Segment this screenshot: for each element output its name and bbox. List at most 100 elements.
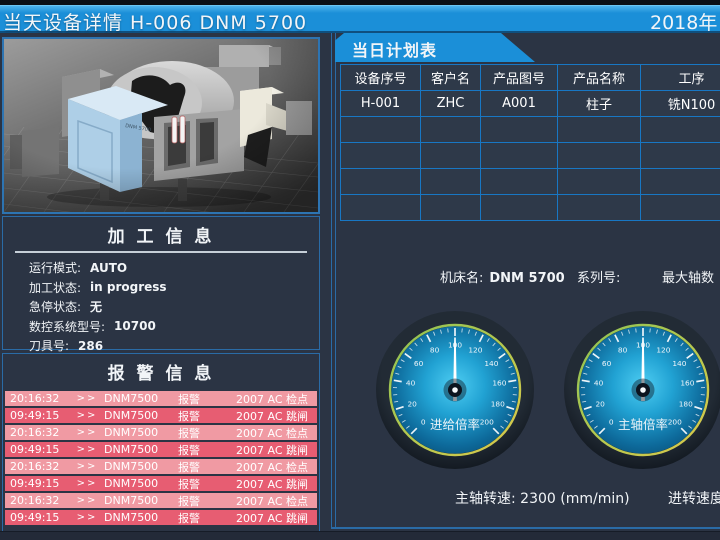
alarm-time: 20:16:32 — [10, 460, 60, 473]
alarm-row: 09:49:15 >> DNM7500 报警 2007 AC 跳闸 — [5, 476, 317, 491]
alarm-mach: DNM7500 — [104, 426, 159, 439]
processing-info-panel: 加 工 信 息 运行模式: AUTO 加工状态: in progress 急停状态: 无数… — [2, 216, 320, 353]
table-cell: ZHC — [420, 90, 481, 117]
table-cell — [340, 194, 421, 221]
vertical-divider — [331, 33, 336, 527]
alarm-msg: 2007 AC 检点 — [236, 392, 308, 406]
alarm-msg: 2007 AC 跳闸 — [236, 443, 308, 457]
title-divider — [15, 251, 307, 253]
alarm-type: 报警 — [178, 494, 200, 508]
svg-text:80: 80 — [618, 346, 628, 355]
alarm-row: 09:49:15 >> DNM7500 报警 2007 AC 跳闸 — [5, 442, 317, 457]
alarm-sep: >> — [76, 461, 98, 472]
alarm-time: 20:16:32 — [10, 392, 60, 405]
serial-number-field: 系列号: — [577, 267, 626, 286]
table-cell — [480, 168, 558, 195]
svg-text:0: 0 — [609, 417, 614, 426]
alarm-type: 报警 — [178, 477, 200, 491]
svg-text:160: 160 — [680, 379, 694, 388]
alarm-row: 09:49:15 >> DNM7500 报警 2007 AC 跳闸 — [5, 510, 317, 525]
alarm-type: 报警 — [178, 443, 200, 457]
processing-fields: 运行模式: AUTO 加工状态: in progress 急停状态: 无数控系统型号: 10… — [29, 258, 319, 356]
alarm-mach: DNM7500 — [104, 460, 159, 473]
machine-name-field: 机床名: DNM 5700 — [440, 267, 565, 286]
table-cell — [420, 168, 481, 195]
alarm-mach: DNM7500 — [104, 409, 159, 422]
table-header-cell: 产品图号 — [480, 64, 558, 91]
alarm-sep: >> — [76, 427, 98, 438]
alarm-time: 09:49:15 — [10, 511, 60, 524]
title-bar: 当天设备详情 H-006 DNM 5700 2018年 — [0, 5, 720, 34]
svg-text:160: 160 — [492, 379, 506, 388]
alarm-type: 报警 — [178, 409, 200, 423]
table-cell — [340, 142, 421, 169]
alarm-msg: 2007 AC 跳闸 — [236, 409, 308, 423]
spindle-speed-readout: 主轴转速: 2300 (mm/min) — [455, 488, 630, 508]
table-cell — [640, 168, 720, 195]
svg-text:80: 80 — [430, 346, 440, 355]
alarm-msg: 2007 AC 检点 — [236, 494, 308, 508]
table-cell — [420, 194, 481, 221]
tab-daily-plan[interactable]: 当日计划表 — [335, 33, 535, 62]
processing-field: 加工状态: in progress — [29, 280, 167, 295]
table-cell — [640, 142, 720, 169]
table-cell — [340, 116, 421, 143]
svg-text:0: 0 — [421, 417, 426, 426]
table-header-cell: 工序 — [640, 64, 720, 91]
table-header-row: 设备序号 客户名 产品图号 产品名称 工序 — [340, 64, 720, 91]
gauge-label: 主轴倍率 — [618, 417, 668, 432]
table-cell — [340, 168, 421, 195]
alarm-time: 09:49:15 — [10, 477, 60, 490]
alarm-sep: >> — [76, 512, 98, 523]
svg-text:40: 40 — [594, 379, 604, 388]
svg-text:20: 20 — [595, 400, 605, 409]
gauge-feed-override: 020406080100120140160180200 进给倍率 — [370, 305, 540, 475]
table-cell — [480, 142, 558, 169]
table-cell — [557, 168, 641, 195]
table-cell — [480, 116, 558, 143]
alarm-sep: >> — [76, 410, 98, 421]
max-axis-field: 最大轴数 — [662, 267, 714, 286]
alarm-time: 20:16:32 — [10, 494, 60, 507]
alarm-type: 报警 — [178, 511, 200, 525]
spindle-speed-label: 主轴转速: — [455, 491, 516, 507]
table-cell: 柱子 — [557, 90, 641, 117]
table-cell — [420, 116, 481, 143]
feed-speed-label: 进转速度 — [668, 491, 720, 507]
alarm-msg: 2007 AC 检点 — [236, 426, 308, 440]
svg-text:140: 140 — [672, 359, 686, 368]
table-row — [340, 168, 720, 195]
svg-text:60: 60 — [602, 359, 612, 368]
svg-text:180: 180 — [491, 400, 505, 409]
svg-text:40: 40 — [406, 379, 416, 388]
daily-plan-table: 设备序号 客户名 产品图号 产品名称 工序 H-001 ZHC A001 柱子 铣N100 — [340, 64, 720, 221]
table-row — [340, 194, 720, 221]
spindle-speed-unit: (mm/min) — [560, 491, 630, 507]
processing-field: 数控系统型号: 10700 — [29, 319, 156, 334]
table-row — [340, 142, 720, 169]
alarm-mach: DNM7500 — [104, 511, 159, 524]
alarm-type: 报警 — [178, 460, 200, 474]
bottom-divider — [331, 527, 720, 529]
serial-number-label: 系列号: — [577, 271, 621, 286]
table-header-cell: 产品名称 — [557, 64, 641, 91]
machine-name-label: 机床名: — [440, 271, 484, 286]
table-cell — [557, 194, 641, 221]
table-cell — [640, 116, 720, 143]
processing-field: 急停状态: 无 — [29, 300, 103, 315]
svg-text:120: 120 — [468, 346, 482, 355]
table-cell — [557, 116, 641, 143]
machine-3d-image: DNM 5700 — [4, 39, 318, 212]
date-label: 2018年 — [650, 12, 718, 34]
alarm-sep: >> — [76, 444, 98, 455]
alarm-info-panel: 报 警 信 息 20:16:32 >> DNM7500 报警 2007 AC 检点 09:… — [2, 353, 320, 534]
alarm-type: 报警 — [178, 426, 200, 440]
alarm-row: 20:16:32 >> DNM7500 报警 2007 AC 检点 — [5, 459, 317, 474]
alarm-sep: >> — [76, 495, 98, 506]
alarm-msg: 2007 AC 检点 — [236, 460, 308, 474]
table-cell — [557, 142, 641, 169]
processing-field: 刀具号: 286 — [29, 338, 104, 354]
alarm-row: 20:16:32 >> DNM7500 报警 2007 AC 检点 — [5, 425, 317, 440]
alarm-row: 20:16:32 >> DNM7500 报警 2007 AC 检点 — [5, 493, 317, 508]
